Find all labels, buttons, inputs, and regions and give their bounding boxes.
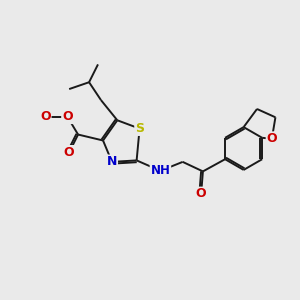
Text: N: N [107,155,117,168]
Text: O: O [266,132,277,145]
Text: NH: NH [151,164,170,177]
Text: S: S [135,122,144,135]
Text: O: O [196,188,206,200]
Text: O: O [40,110,51,123]
Text: O: O [64,146,74,159]
Text: O: O [62,110,73,123]
